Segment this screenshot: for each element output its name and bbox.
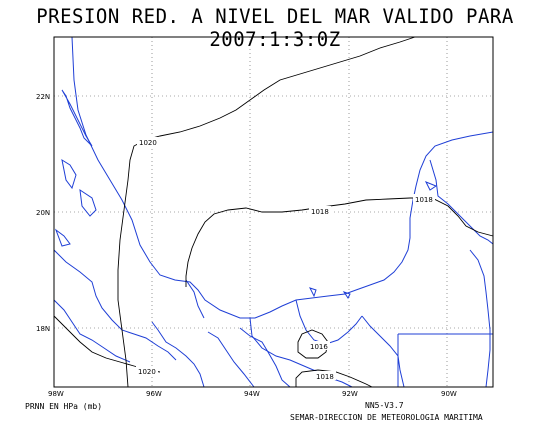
lat-label: 20N [36, 209, 50, 217]
organization-label: SEMAR-DIRECCION DE METEOROLOGIA MARITIMA [290, 413, 483, 422]
isobar-1020-south [53, 315, 161, 373]
isobar-label: 1018 [311, 208, 329, 216]
lon-label: 90W [441, 390, 457, 398]
longitude-labels: 98W 96W 94W 92W 90W [48, 390, 457, 398]
isobar-1018-main [185, 197, 494, 287]
latitude-labels: 22N 20N 18N [36, 93, 50, 333]
isobar-1020-north [117, 36, 416, 388]
isobars [53, 36, 494, 388]
version-label: NN5-V3.7 [365, 401, 404, 410]
isobar-label: 1018 [316, 373, 334, 381]
units-label: PRNN EN HPa (mb) [25, 402, 103, 411]
lon-label: 98W [48, 390, 64, 398]
lon-label: 94W [244, 390, 260, 398]
isobar-label: 1016 [310, 343, 328, 351]
isobar-labels: 1020 1018 1018 1016 1018 1020 [136, 137, 435, 381]
lat-label: 22N [36, 93, 50, 101]
map-title: PRESION RED. A NIVEL DEL MAR VALIDO PARA… [36, 4, 514, 52]
lat-label: 18N [36, 325, 50, 333]
lon-label: 96W [146, 390, 162, 398]
isobar-label: 1018 [415, 196, 433, 204]
isobar-label: 1020 [138, 368, 156, 376]
lon-label: 92W [342, 390, 358, 398]
isobar-label: 1020 [139, 139, 157, 147]
map-frame [53, 36, 494, 388]
